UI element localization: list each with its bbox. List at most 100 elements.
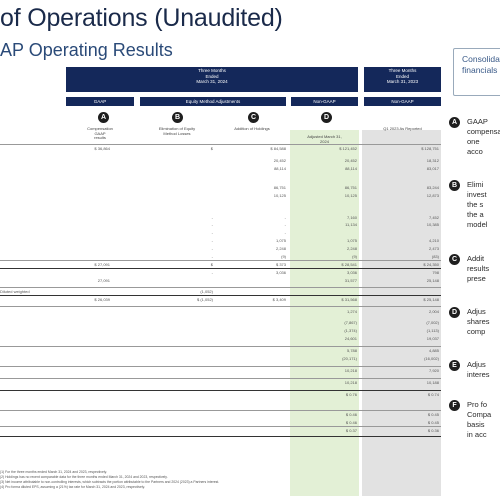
- table-cell: $ 128,751: [421, 146, 439, 151]
- table-row: $ 27,091 $ $ 373 $ 28,541 $ 24,350: [0, 262, 441, 268]
- table-row: - - 11,134 10,385: [0, 222, 441, 228]
- table-rule: [0, 426, 441, 427]
- table-cell: $ 3,409: [272, 297, 286, 302]
- column-header-line: results: [94, 135, 106, 141]
- subheader-non-gaap: Non-GAAP: [291, 97, 358, 106]
- row-label: Diluted weighted: [0, 289, 30, 294]
- table-rule: [0, 436, 441, 437]
- side-note-line: interes: [467, 370, 490, 379]
- side-note-line: Adjus: [467, 307, 486, 316]
- table-row: $ 26,039 $ (1,052) $ 3,409 $ 31,568 $ 25,148: [0, 297, 441, 303]
- column-header-1: Compensation GAAP results: [66, 127, 134, 141]
- column-header-line: GAAP: [94, 130, 106, 136]
- marker-d: D: [449, 307, 460, 318]
- table-row: $ 0.37 $ 0.36: [0, 428, 441, 434]
- table-cell: (1,113): [426, 328, 439, 333]
- period-line: Three Months: [198, 68, 226, 73]
- table-cell: $: [210, 146, 213, 151]
- subheader-gaap: GAAP: [66, 97, 134, 106]
- table-row: 10,218 10,188: [0, 380, 441, 386]
- column-header-3: Addition of Holdings: [216, 127, 288, 132]
- period-line: March 31, 2023: [386, 79, 419, 84]
- marker-a: A: [98, 112, 109, 123]
- table-cell: 19,037: [426, 336, 439, 341]
- adjusted-column-highlight: [290, 130, 359, 496]
- table-cell: 18,312: [426, 158, 439, 163]
- table-cell: 12,873: [426, 193, 439, 198]
- consolidated-financials-callout[interactable]: [453, 48, 500, 96]
- side-note-line: Pro fo: [467, 400, 488, 409]
- table-cell: -: [211, 215, 213, 220]
- side-note-line: Addit: [467, 254, 485, 263]
- table-cell: -: [211, 246, 213, 251]
- period-line: March 31, 2024: [196, 79, 228, 84]
- table-row: (20,171) (16,002): [0, 356, 441, 362]
- table-cell: (7,002): [426, 320, 439, 325]
- period-line: Ended: [395, 73, 409, 79]
- table-row: [0, 175, 441, 181]
- side-note-line: Compa: [467, 410, 492, 419]
- table-cell: $ 0.37: [345, 428, 357, 433]
- table-rule: [0, 346, 441, 347]
- marker-c: C: [449, 254, 460, 265]
- side-note-a: A GAAP compensation one acco: [449, 117, 500, 157]
- callout-line: financials: [462, 65, 498, 75]
- side-note-line: compensation: [467, 127, 500, 136]
- table-cell: 5,788: [346, 348, 357, 353]
- side-note-line: prese: [467, 274, 486, 283]
- column-header-line: Addition of Holdings: [234, 127, 270, 131]
- table-row: - 1,075 1,075 4,210: [0, 238, 441, 244]
- table-cell: $ 0.45: [427, 420, 439, 425]
- table-cell: 11,134: [345, 222, 357, 227]
- table-cell: $ 0.36: [427, 428, 439, 433]
- table-cell: (7,867): [344, 320, 357, 325]
- side-note-line: comp: [467, 327, 486, 336]
- table-row: 88,114 88,114 83,017: [0, 166, 441, 172]
- table-cell: (9): [352, 254, 357, 259]
- table-cell: -: [284, 222, 286, 227]
- table-cell: 10,125: [273, 193, 286, 198]
- table-cell: (1,052): [200, 289, 213, 294]
- table-rule: [0, 268, 441, 269]
- side-note-text: GAAP compensation one acco: [467, 117, 500, 157]
- table-row: --: [0, 230, 441, 236]
- table-cell: $ 27,091: [94, 262, 110, 267]
- table-cell: (20,171): [342, 356, 357, 361]
- column-header-line: 2024: [320, 138, 329, 144]
- table-cell: 3,036: [275, 270, 286, 275]
- table-cell: -: [211, 222, 213, 227]
- table-cell: 83,017: [426, 166, 439, 171]
- table-cell: 4,210: [428, 238, 439, 243]
- table-row: $ 0.46 $ 0.45: [0, 420, 441, 426]
- table-cell: (1,374): [344, 328, 357, 333]
- table-cell: $ (1,052): [196, 297, 213, 302]
- table-cell: -: [211, 238, 213, 243]
- table-rule: [0, 410, 441, 411]
- side-note-e: E Adjus interes: [449, 360, 500, 382]
- column-header-line: Elimination of Equity: [158, 127, 196, 131]
- column-header-4: Adjusted March 31, 2024: [291, 135, 358, 144]
- table-cell: 20,452: [344, 158, 357, 163]
- table-rule: [0, 144, 441, 145]
- table-cell: $ 36,864: [94, 146, 110, 151]
- side-note-b: B Elimi invest the s the a model: [449, 180, 500, 230]
- column-header-line: Compensation: [87, 127, 113, 131]
- marker-b: B: [449, 180, 460, 191]
- footnote: (1) For the three months ended March 31,…: [0, 470, 107, 474]
- table-cell: -: [211, 254, 213, 259]
- table-cell: $ 25,148: [423, 297, 439, 302]
- side-note-d: D Adjus shares comp: [449, 307, 500, 339]
- table-row: 86,751 86,751 83,244: [0, 185, 441, 191]
- table-rule: [0, 390, 441, 391]
- side-note-line: results: [467, 264, 490, 273]
- table-row: 1,274 2,004: [0, 309, 441, 315]
- side-note-line: one: [467, 137, 480, 146]
- footnote: (4) Pro forma diluted EPS, assuming a (2…: [0, 485, 146, 489]
- period-header-main: Three Months Ended March 31, 2024: [66, 67, 358, 92]
- side-note-c: C Addit results prese: [449, 254, 500, 286]
- side-note-line: shares: [467, 317, 490, 326]
- marker-f: F: [449, 400, 460, 411]
- side-note-f: F Pro fo Compa basis in acc: [449, 400, 500, 442]
- table-cell: 88,114: [274, 166, 286, 171]
- table-cell: 1,075: [275, 238, 286, 243]
